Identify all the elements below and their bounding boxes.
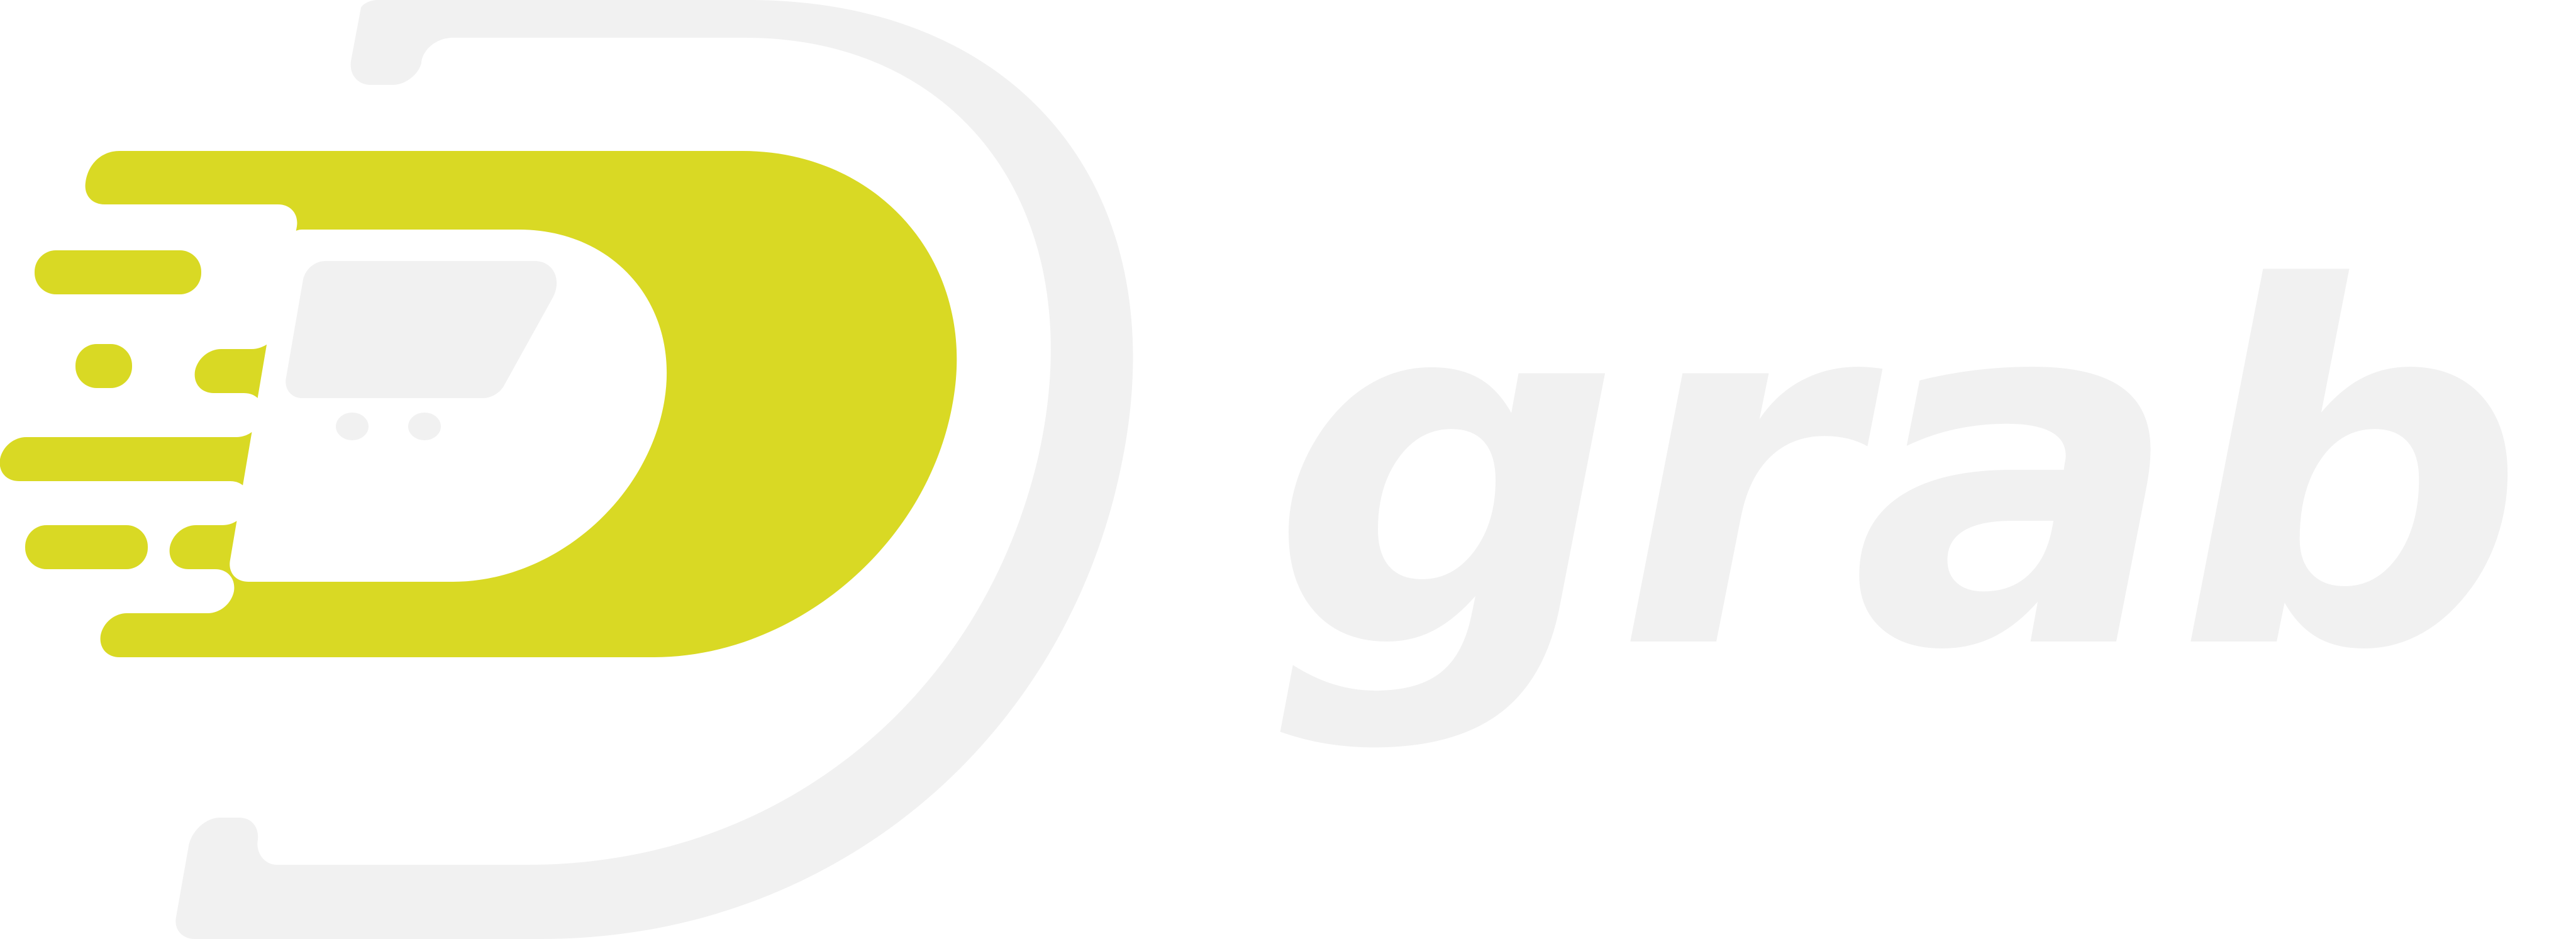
- speed-line-1: [35, 250, 201, 294]
- speed-line-2: [75, 344, 132, 388]
- wordmark-group: grab: [1270, 186, 2527, 757]
- speed-line-3: [25, 525, 148, 569]
- inner-d-shape: [0, 151, 957, 657]
- wordmark-text: grab: [1270, 186, 2521, 757]
- cart-wheel-left-icon: [336, 413, 369, 440]
- cart-basket-icon: [286, 261, 557, 398]
- cart-wheel-right-icon: [408, 413, 441, 440]
